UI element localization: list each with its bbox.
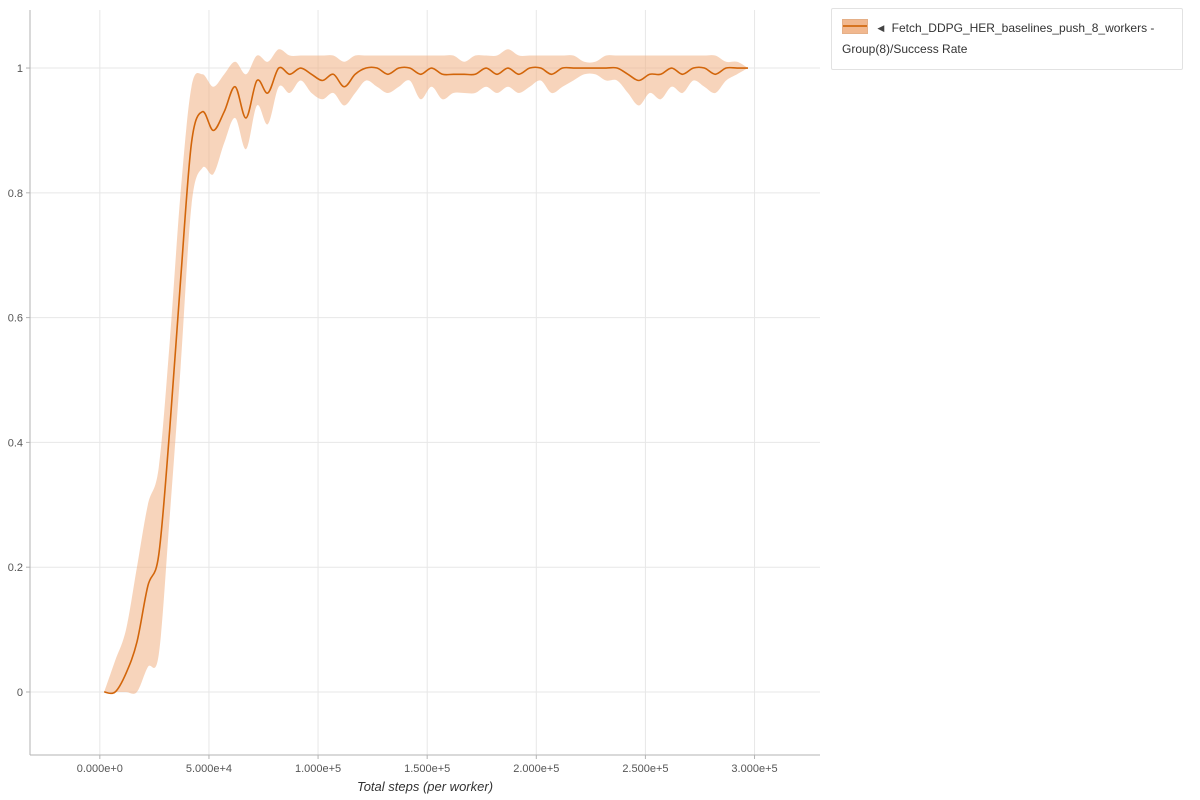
series-confidence-band [104, 49, 748, 694]
legend: ◀ Fetch_DDPG_HER_baselines_push_8_worker… [831, 8, 1183, 70]
x-tick-label: 2.000e+5 [513, 763, 559, 775]
legend-entry: ◀ Fetch_DDPG_HER_baselines_push_8_worker… [842, 18, 1172, 60]
legend-series-label: Fetch_DDPG_HER_baselines_push_8_workers … [842, 21, 1155, 56]
series-mean-line [104, 66, 748, 695]
y-tick-label: 0.4 [8, 437, 23, 449]
x-tick-label: 0.000e+0 [77, 763, 123, 775]
y-tick-label: 0.6 [8, 313, 23, 325]
y-tick-label: 0.8 [8, 188, 23, 200]
axes [29, 10, 820, 756]
x-tick-label: 1.000e+5 [295, 763, 341, 775]
x-tick-label: 2.500e+5 [622, 763, 668, 775]
x-tick-label: 5.000e+4 [186, 763, 232, 775]
y-tick-label: 0 [17, 687, 23, 699]
x-tick-label: 3.000e+5 [731, 763, 777, 775]
legend-swatch-line-icon [843, 25, 867, 27]
x-tick-label: 1.500e+5 [404, 763, 450, 775]
x-axis-title: Total steps (per worker) [357, 779, 493, 794]
legend-collapse-icon[interactable]: ◀ [877, 23, 885, 33]
legend-series-swatch[interactable] [842, 19, 868, 34]
tick-labels: 0.000e+0 5.000e+4 1.000e+5 1.500e+5 2.000e+5… [8, 63, 778, 775]
y-tick-label: 0.2 [8, 562, 23, 574]
y-tick-label: 1 [17, 63, 23, 75]
